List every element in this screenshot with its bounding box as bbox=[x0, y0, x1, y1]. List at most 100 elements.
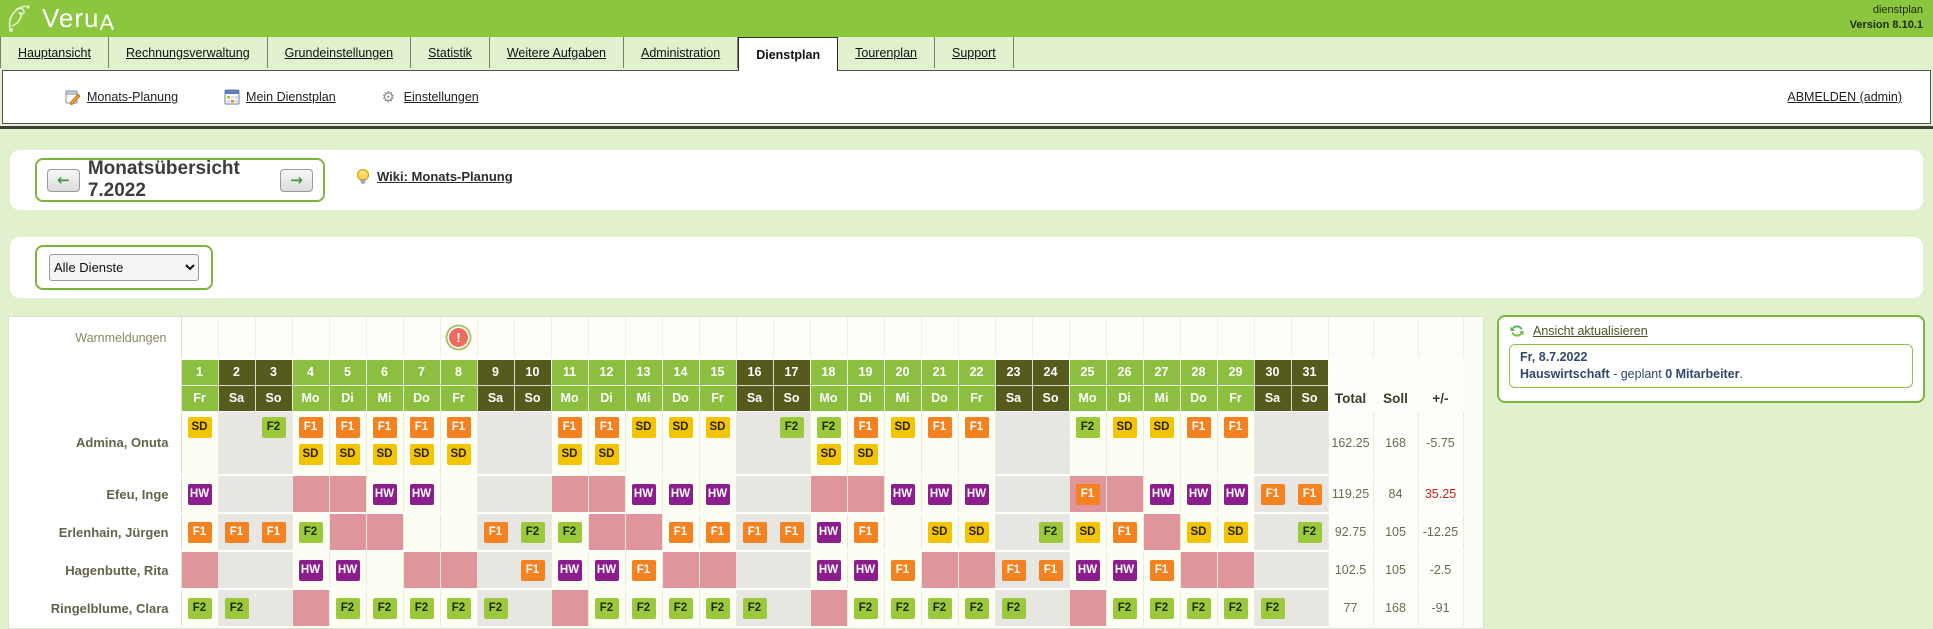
shift-cell[interactable]: F2 bbox=[514, 513, 552, 552]
shift-cell[interactable]: HW bbox=[1143, 475, 1181, 514]
shift-cell[interactable]: F1 bbox=[921, 411, 959, 476]
shift-cell[interactable]: HW bbox=[921, 475, 959, 514]
shift-cell[interactable]: F2 bbox=[1291, 513, 1329, 552]
shift-cell[interactable]: F1 bbox=[995, 551, 1033, 590]
shift-cell[interactable]: F2 bbox=[366, 589, 404, 628]
shift-cell[interactable]: F2 bbox=[1106, 589, 1144, 628]
shift-cell[interactable] bbox=[1291, 411, 1329, 476]
shift-cell[interactable]: SD bbox=[1217, 513, 1255, 552]
shift-cell[interactable]: F1 bbox=[699, 513, 737, 552]
shift-cell[interactable] bbox=[810, 475, 848, 514]
shift-cell[interactable]: F1 SD bbox=[403, 411, 441, 476]
shift-cell[interactable]: F2 bbox=[847, 589, 885, 628]
shift-cell[interactable]: F1 bbox=[1291, 475, 1329, 514]
shift-cell[interactable]: F2 bbox=[884, 589, 922, 628]
shift-cell[interactable] bbox=[1032, 475, 1070, 514]
shift-cell[interactable] bbox=[440, 551, 478, 590]
shift-cell[interactable]: F2 bbox=[218, 589, 256, 628]
einstellungen-link[interactable]: ⚙ Einstellungen bbox=[382, 89, 479, 105]
wiki-link[interactable]: Wiki: Monats-Planung bbox=[355, 168, 513, 184]
shift-cell[interactable]: F2 bbox=[403, 589, 441, 628]
shift-cell[interactable] bbox=[1254, 551, 1292, 590]
warning-icon[interactable]: ! bbox=[449, 328, 468, 347]
shift-cell[interactable] bbox=[773, 589, 811, 628]
shift-cell[interactable]: HW bbox=[292, 551, 330, 590]
shift-cell[interactable]: F2 bbox=[181, 589, 219, 628]
shift-cell[interactable]: HW bbox=[403, 475, 441, 514]
tab-tourenplan[interactable]: Tourenplan bbox=[838, 37, 935, 68]
shift-cell[interactable]: F1 bbox=[736, 513, 774, 552]
shift-cell[interactable]: F1 bbox=[1180, 411, 1218, 476]
tab-administration[interactable]: Administration bbox=[624, 37, 739, 68]
shift-cell[interactable] bbox=[1254, 411, 1292, 476]
shift-cell[interactable]: F1 bbox=[477, 513, 515, 552]
shift-cell[interactable] bbox=[403, 513, 441, 552]
shift-cell[interactable]: HW bbox=[329, 551, 367, 590]
shift-cell[interactable] bbox=[255, 551, 293, 590]
shift-cell[interactable] bbox=[329, 513, 367, 552]
shift-cell[interactable]: F2 bbox=[995, 589, 1033, 628]
tab-rechnungsverwaltung[interactable]: Rechnungsverwaltung bbox=[109, 37, 268, 68]
tab-statistik[interactable]: Statistik bbox=[411, 37, 490, 68]
shift-cell[interactable] bbox=[773, 475, 811, 514]
shift-cell[interactable] bbox=[1069, 589, 1107, 628]
shift-cell[interactable]: F2 bbox=[1069, 411, 1107, 476]
shift-cell[interactable] bbox=[884, 513, 922, 552]
shift-cell[interactable]: F2 bbox=[477, 589, 515, 628]
shift-cell[interactable]: HW bbox=[1217, 475, 1255, 514]
shift-cell[interactable]: SD bbox=[921, 513, 959, 552]
shift-cell[interactable] bbox=[255, 475, 293, 514]
shift-cell[interactable] bbox=[292, 589, 330, 628]
shift-cell[interactable] bbox=[625, 513, 663, 552]
shift-cell[interactable]: F2 bbox=[1254, 589, 1292, 628]
shift-cell[interactable]: SD bbox=[699, 411, 737, 476]
shift-cell[interactable]: F1 SD bbox=[588, 411, 626, 476]
shift-cell[interactable] bbox=[1143, 513, 1181, 552]
shift-cell[interactable] bbox=[958, 551, 996, 590]
shift-cell[interactable]: HW bbox=[810, 551, 848, 590]
shift-cell[interactable]: F1 bbox=[1032, 551, 1070, 590]
shift-cell[interactable]: F1 bbox=[773, 513, 811, 552]
shift-cell[interactable] bbox=[329, 475, 367, 514]
shift-cell[interactable]: F1 SD bbox=[440, 411, 478, 476]
refresh-view-link[interactable]: Ansicht aktualisieren bbox=[1509, 323, 1913, 339]
shift-cell[interactable]: HW bbox=[847, 551, 885, 590]
shift-cell[interactable]: SD bbox=[958, 513, 996, 552]
shift-cell[interactable] bbox=[403, 551, 441, 590]
shift-cell[interactable] bbox=[1106, 475, 1144, 514]
tab-dienstplan[interactable]: Dienstplan bbox=[738, 37, 839, 71]
shift-cell[interactable]: F1 bbox=[958, 411, 996, 476]
shift-cell[interactable]: F2 bbox=[440, 589, 478, 628]
shift-cell[interactable] bbox=[1291, 551, 1329, 590]
shift-cell[interactable] bbox=[366, 551, 404, 590]
shift-cell[interactable]: HW bbox=[1106, 551, 1144, 590]
shift-cell[interactable]: F1 bbox=[1069, 475, 1107, 514]
shift-cell[interactable] bbox=[292, 475, 330, 514]
shift-cell[interactable]: F1 bbox=[662, 513, 700, 552]
logout-link[interactable]: ABMELDEN (admin) bbox=[1787, 90, 1902, 104]
shift-cell[interactable]: F1 bbox=[1143, 551, 1181, 590]
shift-cell[interactable]: F2 bbox=[329, 589, 367, 628]
shift-cell[interactable]: F2 bbox=[1217, 589, 1255, 628]
shift-cell[interactable] bbox=[181, 551, 219, 590]
shift-cell[interactable]: HW bbox=[1180, 475, 1218, 514]
shift-cell[interactable] bbox=[588, 513, 626, 552]
shift-cell[interactable]: F1 bbox=[181, 513, 219, 552]
shift-cell[interactable] bbox=[551, 589, 589, 628]
shift-cell[interactable]: F1 SD bbox=[847, 411, 885, 476]
shift-cell[interactable] bbox=[736, 475, 774, 514]
shift-cell[interactable] bbox=[847, 475, 885, 514]
shift-cell[interactable]: F2 bbox=[255, 411, 293, 476]
shift-cell[interactable] bbox=[1032, 589, 1070, 628]
next-month-button[interactable]: → bbox=[280, 168, 313, 192]
shift-cell[interactable]: SD bbox=[884, 411, 922, 476]
shift-cell[interactable] bbox=[255, 589, 293, 628]
shift-cell[interactable]: HW bbox=[551, 551, 589, 590]
shift-cell[interactable]: F1 SD bbox=[366, 411, 404, 476]
shift-cell[interactable]: F2 bbox=[588, 589, 626, 628]
mein-dienstplan-link[interactable]: Mein Dienstplan bbox=[224, 89, 336, 105]
shift-cell[interactable] bbox=[477, 475, 515, 514]
shift-cell[interactable]: F2 bbox=[958, 589, 996, 628]
shift-cell[interactable] bbox=[440, 513, 478, 552]
service-filter-select[interactable]: Alle Dienste bbox=[49, 254, 199, 281]
